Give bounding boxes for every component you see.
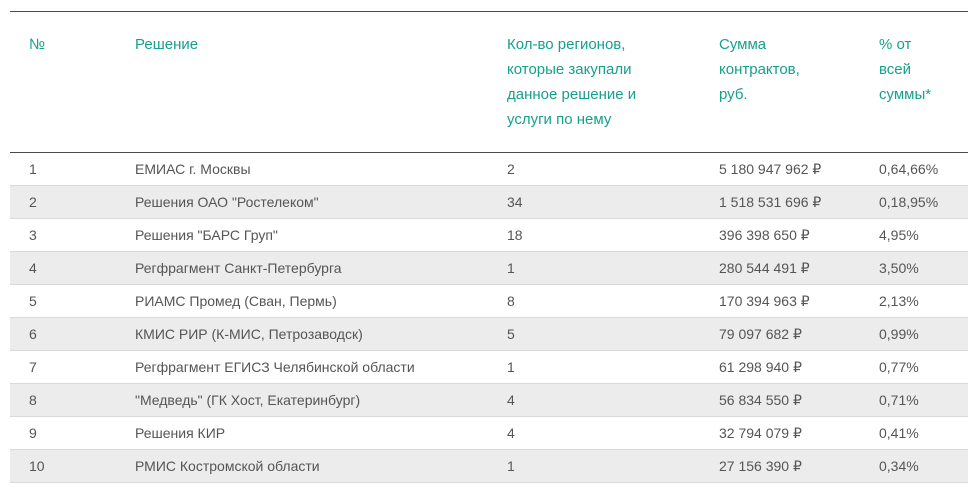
cell-sum: 27 156 390 ₽ bbox=[719, 458, 802, 474]
cell-regions: 2 bbox=[507, 161, 515, 177]
cell-regions: 5 bbox=[507, 326, 515, 342]
table-row: 4 Регфрагмент Санкт-Петербурга 1 280 544… bbox=[10, 252, 968, 285]
header-regions: Кол-во регионов, которые закупали данное… bbox=[507, 36, 637, 128]
cell-num: 2 bbox=[29, 194, 37, 210]
cell-percent: 0,41% bbox=[879, 425, 919, 441]
cell-sum: 32 794 079 ₽ bbox=[719, 425, 802, 441]
cell-regions: 4 bbox=[507, 425, 515, 441]
cell-num: 6 bbox=[29, 326, 37, 342]
cell-percent: 3,50% bbox=[879, 260, 919, 276]
cell-sum: 396 398 650 ₽ bbox=[719, 227, 810, 243]
header-num: № bbox=[29, 36, 46, 53]
cell-solution: ЕМИАС г. Москвы bbox=[135, 161, 251, 177]
header-solution: Решение bbox=[135, 36, 199, 53]
cell-percent: 2,13% bbox=[879, 293, 919, 309]
cell-sum: 1 518 531 696 ₽ bbox=[719, 194, 822, 210]
table-row: 7 Регфрагмент ЕГИСЗ Челябинской области … bbox=[10, 351, 968, 384]
cell-regions: 1 bbox=[507, 458, 515, 474]
cell-solution: РМИС Костромской области bbox=[135, 458, 320, 474]
cell-sum: 5 180 947 962 ₽ bbox=[719, 161, 822, 177]
cell-percent: 4,95% bbox=[879, 227, 919, 243]
cell-percent: 0,71% bbox=[879, 392, 919, 408]
cell-solution: Решения КИР bbox=[135, 425, 226, 441]
cell-percent: 0,34% bbox=[879, 458, 919, 474]
table-row: 2 Решения ОАО "Ростелеком" 34 1 518 531 … bbox=[10, 186, 968, 219]
cell-percent: 0,77% bbox=[879, 359, 919, 375]
cell-solution: Регфрагмент Санкт-Петербурга bbox=[135, 260, 342, 276]
table-header-row: № Решение Кол-во регионов, которые закуп… bbox=[10, 12, 968, 153]
table-row: 9 Решения КИР 4 32 794 079 ₽ 0,41% bbox=[10, 417, 968, 450]
cell-sum: 280 544 491 ₽ bbox=[719, 260, 810, 276]
cell-regions: 18 bbox=[507, 227, 523, 243]
cell-sum: 170 394 963 ₽ bbox=[719, 293, 810, 309]
table-row: 6 КМИС РИР (К-МИС, Петрозаводск) 5 79 09… bbox=[10, 318, 968, 351]
table-top-rule bbox=[10, 11, 968, 12]
cell-percent: 0,99% bbox=[879, 326, 919, 342]
table-row: 5 РИАМС Промед (Сван, Пермь) 8 170 394 9… bbox=[10, 285, 968, 318]
cell-solution: Регфрагмент ЕГИСЗ Челябинской области bbox=[135, 359, 415, 375]
contracts-table: № Решение Кол-во регионов, которые закуп… bbox=[10, 11, 968, 483]
header-sum: Сумма контрактов, руб. bbox=[719, 36, 800, 103]
cell-solution: "Медведь" (ГК Хост, Екатеринбург) bbox=[135, 392, 361, 408]
cell-sum: 56 834 550 ₽ bbox=[719, 392, 802, 408]
cell-num: 7 bbox=[29, 359, 37, 375]
cell-regions: 8 bbox=[507, 293, 515, 309]
cell-percent: 0,18,95% bbox=[879, 194, 939, 210]
cell-num: 3 bbox=[29, 227, 37, 243]
cell-num: 1 bbox=[29, 161, 37, 177]
cell-sum: 61 298 940 ₽ bbox=[719, 359, 802, 375]
table-row: 8 "Медведь" (ГК Хост, Екатеринбург) 4 56… bbox=[10, 384, 968, 417]
cell-solution: РИАМС Промед (Сван, Пермь) bbox=[135, 293, 337, 309]
cell-regions: 1 bbox=[507, 359, 515, 375]
cell-num: 8 bbox=[29, 392, 37, 408]
cell-num: 9 bbox=[29, 425, 37, 441]
header-percent: % от всей суммы* bbox=[879, 36, 932, 103]
cell-num: 4 bbox=[29, 260, 37, 276]
cell-solution: КМИС РИР (К-МИС, Петрозаводск) bbox=[135, 326, 363, 342]
cell-regions: 1 bbox=[507, 260, 515, 276]
cell-solution: Решения "БАРС Груп" bbox=[135, 227, 278, 243]
cell-num: 5 bbox=[29, 293, 37, 309]
cell-num: 10 bbox=[29, 458, 45, 474]
table-row: 1 ЕМИАС г. Москвы 2 5 180 947 962 ₽ 0,64… bbox=[10, 153, 968, 186]
cell-regions: 4 bbox=[507, 392, 515, 408]
cell-percent: 0,64,66% bbox=[879, 161, 939, 177]
cell-regions: 34 bbox=[507, 194, 523, 210]
table-row: 10 РМИС Костромской области 1 27 156 390… bbox=[10, 450, 968, 483]
table-row: 3 Решения "БАРС Груп" 18 396 398 650 ₽ 4… bbox=[10, 219, 968, 252]
cell-solution: Решения ОАО "Ростелеком" bbox=[135, 194, 319, 210]
cell-sum: 79 097 682 ₽ bbox=[719, 326, 802, 342]
